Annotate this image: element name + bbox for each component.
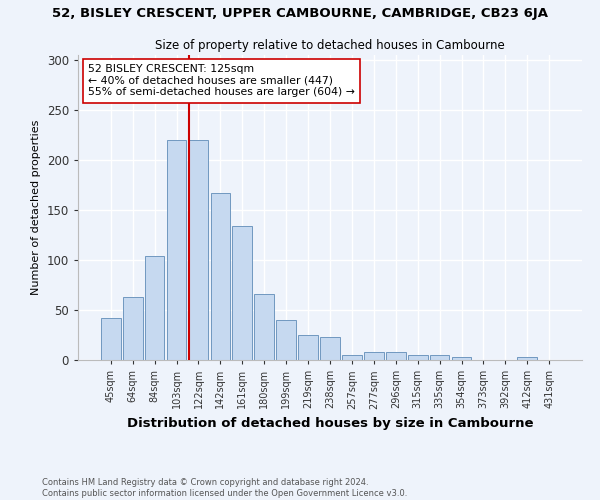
Bar — [211, 193, 230, 360]
Bar — [101, 318, 121, 360]
Bar — [320, 337, 340, 360]
Bar — [408, 355, 428, 360]
Bar — [232, 226, 252, 360]
Bar — [123, 297, 143, 360]
Bar — [167, 140, 187, 360]
Bar — [364, 352, 384, 360]
Bar — [254, 294, 274, 360]
Bar — [145, 256, 164, 360]
Text: 52, BISLEY CRESCENT, UPPER CAMBOURNE, CAMBRIDGE, CB23 6JA: 52, BISLEY CRESCENT, UPPER CAMBOURNE, CA… — [52, 8, 548, 20]
Y-axis label: Number of detached properties: Number of detached properties — [31, 120, 41, 295]
Text: Contains HM Land Registry data © Crown copyright and database right 2024.
Contai: Contains HM Land Registry data © Crown c… — [42, 478, 407, 498]
Title: Size of property relative to detached houses in Cambourne: Size of property relative to detached ho… — [155, 40, 505, 52]
Bar — [517, 357, 537, 360]
Bar — [276, 320, 296, 360]
Bar — [188, 140, 208, 360]
Bar — [452, 357, 472, 360]
Bar — [298, 335, 318, 360]
Bar — [430, 355, 449, 360]
X-axis label: Distribution of detached houses by size in Cambourne: Distribution of detached houses by size … — [127, 417, 533, 430]
Bar — [342, 355, 362, 360]
Bar — [386, 352, 406, 360]
Text: 52 BISLEY CRESCENT: 125sqm
← 40% of detached houses are smaller (447)
55% of sem: 52 BISLEY CRESCENT: 125sqm ← 40% of deta… — [88, 64, 355, 98]
